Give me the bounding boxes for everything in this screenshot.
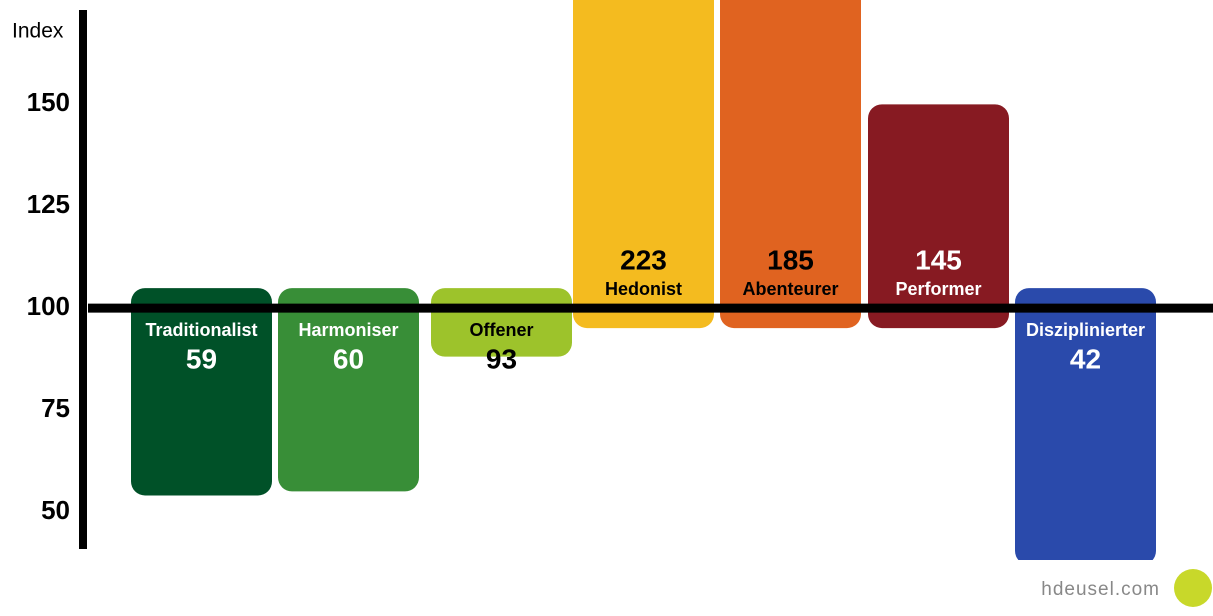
bar: [573, 0, 714, 329]
value-label: 145: [915, 244, 962, 275]
bar: [868, 104, 1009, 329]
bar: [278, 288, 419, 492]
y-axis-label: Index: [12, 20, 64, 43]
value-label: 59: [186, 343, 217, 374]
y-tick-label: 150: [27, 87, 70, 117]
value-label: 185: [767, 244, 814, 275]
category-label: Offener: [469, 320, 533, 340]
value-label: 42: [1070, 343, 1101, 374]
category-label: Traditionalist: [145, 320, 257, 340]
y-tick-label: 100: [27, 291, 70, 321]
y-tick-label: 125: [27, 189, 70, 219]
logo: [1174, 569, 1212, 607]
category-label: Abenteurer: [742, 279, 838, 299]
category-label: Disziplinierter: [1026, 320, 1145, 340]
value-label: 93: [486, 343, 517, 374]
category-label: Performer: [895, 279, 981, 299]
y-tick-label: 50: [41, 495, 70, 525]
category-label: Hedonist: [605, 279, 682, 299]
y-tick-label: 75: [41, 393, 70, 423]
value-label: 60: [333, 343, 364, 374]
bars: [131, 0, 1156, 560]
bar: [1015, 288, 1156, 560]
bar: [131, 288, 272, 496]
watermark: hdeusel.com: [1041, 579, 1160, 600]
bar: [720, 0, 861, 329]
value-label: 223: [620, 244, 667, 275]
category-label: Harmoniser: [298, 320, 398, 340]
